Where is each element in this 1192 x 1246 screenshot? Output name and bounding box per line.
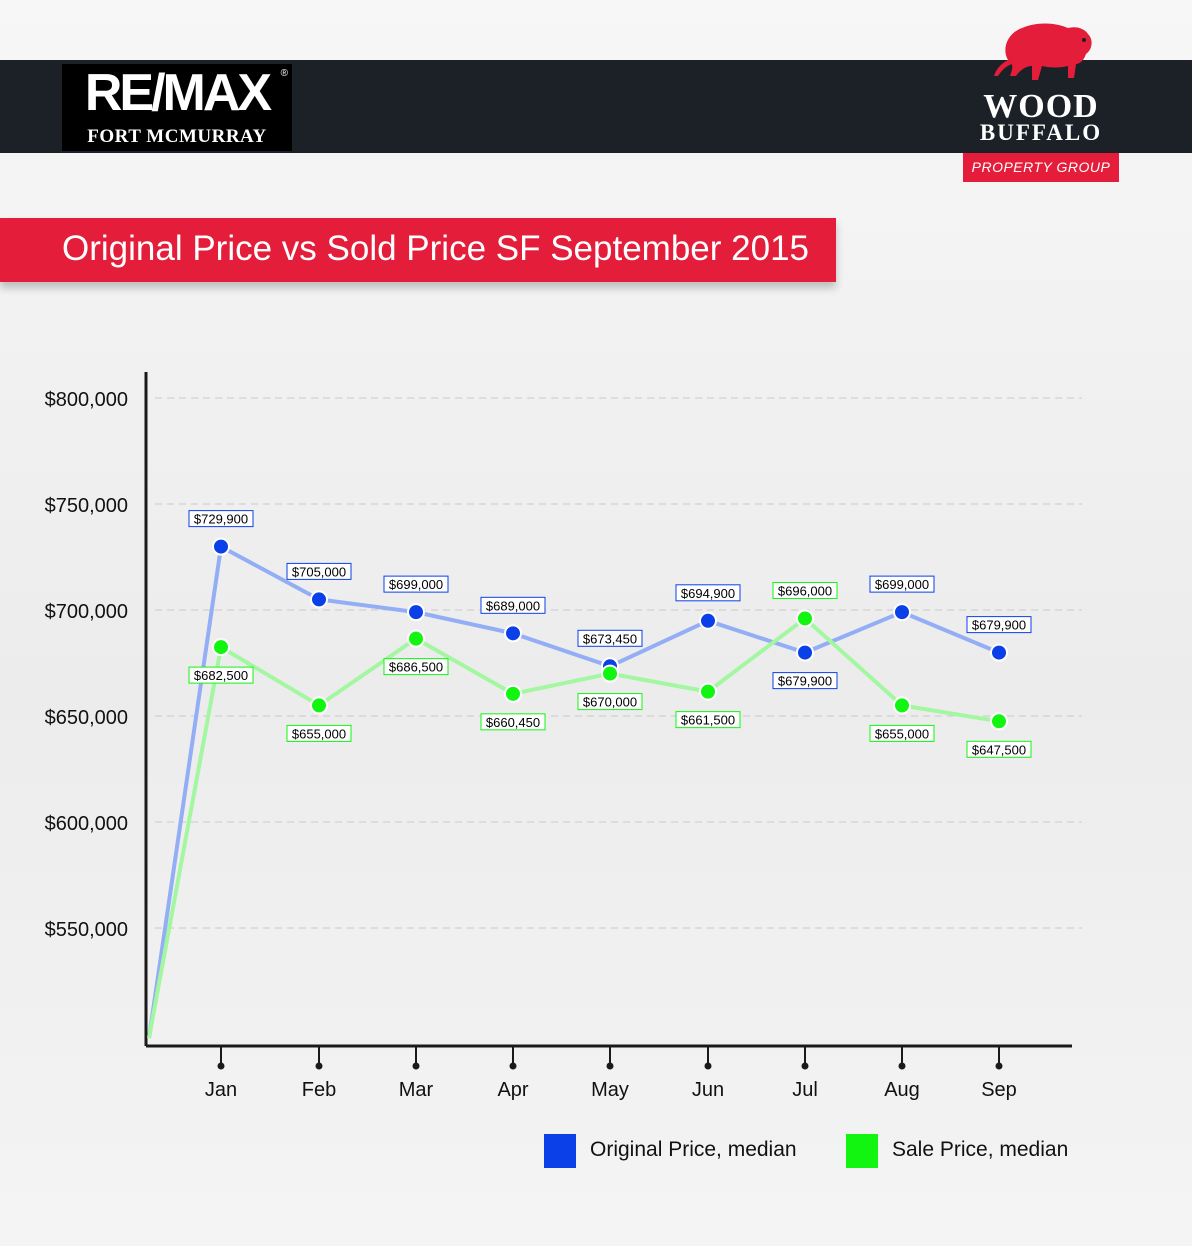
- x-tick-dot: [509, 1062, 517, 1070]
- title-banner: Original Price vs Sold Price SF Septembe…: [0, 218, 836, 282]
- bison-icon: [994, 23, 1092, 80]
- y-tick-label: $800,000: [45, 389, 128, 411]
- x-tick-label: Apr: [497, 1079, 528, 1101]
- data-label-original: $689,000: [486, 598, 540, 613]
- x-tick-dot: [412, 1062, 420, 1070]
- data-label-sale: $670,000: [583, 695, 637, 710]
- data-point-original: [893, 603, 911, 622]
- data-point-original: [699, 611, 717, 630]
- y-tick-label: $750,000: [45, 495, 128, 517]
- data-label-box-original: [869, 575, 935, 593]
- data-label-box-original: [966, 616, 1032, 634]
- legend-label-original: Original Price, median: [590, 1138, 797, 1161]
- data-point-sale: [990, 712, 1008, 731]
- x-tick-dot: [704, 1062, 712, 1070]
- x-tick-label: Aug: [884, 1079, 920, 1101]
- data-label-sale: $660,450: [486, 715, 540, 730]
- data-label-sale: $655,000: [875, 726, 929, 741]
- data-point-original: [796, 643, 814, 662]
- wood-buffalo-logo: WOOD BUFFALO PROPERTY GROUP: [962, 20, 1120, 184]
- data-label-box-sale: [286, 724, 352, 742]
- x-tick-label: Jan: [205, 1079, 237, 1101]
- data-point-original: [310, 590, 328, 609]
- data-label-box-sale: [675, 711, 741, 729]
- chart-title: Original Price vs Sold Price SF Septembe…: [62, 229, 809, 268]
- data-point-original: [504, 624, 522, 643]
- data-label-box-original: [577, 629, 643, 647]
- data-label-sale: $647,500: [972, 742, 1026, 757]
- remax-location: FORT MCMURRAY: [87, 126, 267, 147]
- y-tick-label: $650,000: [45, 707, 128, 729]
- x-tick-label: Sep: [981, 1079, 1017, 1101]
- x-tick-dot: [801, 1062, 809, 1070]
- data-label-box-original: [480, 596, 546, 614]
- x-tick-dot: [217, 1062, 225, 1070]
- data-label-sale: $655,000: [292, 726, 346, 741]
- data-label-original: $694,900: [681, 586, 735, 601]
- data-point-original: [990, 643, 1008, 662]
- data-label-original: $679,900: [972, 618, 1026, 633]
- data-label-box-original: [286, 562, 352, 580]
- x-tick-dot: [995, 1062, 1003, 1070]
- x-tick-label: Jun: [692, 1079, 724, 1101]
- remax-logo: RE/MAX ® FORT MCMURRAY: [62, 64, 292, 151]
- x-tick-label: Feb: [302, 1079, 336, 1101]
- data-point-sale: [796, 609, 814, 628]
- x-tick-dot: [315, 1062, 323, 1070]
- x-tick-label: Jul: [792, 1079, 818, 1101]
- data-label-original: $699,000: [389, 577, 443, 592]
- data-label-sale: $696,000: [778, 583, 832, 598]
- data-label-box-sale: [188, 666, 254, 684]
- legend-swatch-original: [544, 1134, 576, 1168]
- data-label-box-sale: [577, 693, 643, 711]
- data-label-sale: $686,500: [389, 660, 443, 675]
- y-tick-label: $550,000: [45, 919, 128, 941]
- data-label-box-original: [772, 672, 838, 690]
- data-label-box-sale: [383, 658, 449, 676]
- y-tick-label: $700,000: [45, 601, 128, 623]
- data-point-sale: [601, 664, 619, 683]
- data-label-box-original: [675, 584, 741, 602]
- data-label-sale: $661,500: [681, 713, 735, 728]
- data-point-sale: [893, 696, 911, 715]
- x-tick-dot: [898, 1062, 906, 1070]
- data-point-sale: [699, 682, 717, 701]
- data-label-original: $729,900: [194, 512, 248, 527]
- data-label-original: $699,000: [875, 577, 929, 592]
- data-label-box-sale: [772, 581, 838, 599]
- data-label-sale: $682,500: [194, 668, 248, 683]
- data-label-box-original: [188, 510, 254, 528]
- data-label-box-sale: [966, 740, 1032, 758]
- data-label-original: $673,450: [583, 631, 637, 646]
- data-point-sale: [212, 638, 230, 657]
- property-group-badge: PROPERTY GROUP: [963, 153, 1119, 182]
- wood-buffalo-name-line2: BUFFALO: [979, 120, 1103, 145]
- series-line-original: [147, 544, 1000, 1039]
- data-label-original: $705,000: [292, 564, 346, 579]
- data-point-sale: [504, 684, 522, 703]
- x-tick-dot: [606, 1062, 614, 1070]
- data-point-sale: [407, 629, 425, 648]
- remax-wordmark: RE/MAX: [84, 64, 272, 122]
- remax-registered-mark: ®: [280, 68, 288, 79]
- data-point-sale: [310, 696, 328, 715]
- data-point-original: [407, 603, 425, 622]
- legend-swatch-sale: [846, 1134, 878, 1168]
- x-tick-label: Mar: [399, 1079, 434, 1101]
- y-tick-label: $600,000: [45, 813, 128, 835]
- data-label-box-sale: [869, 724, 935, 742]
- x-tick-label: May: [591, 1079, 629, 1101]
- data-label-box-original: [383, 575, 449, 593]
- series-line-sale: [147, 616, 1000, 1039]
- wood-buffalo-name-line1: WOOD: [983, 88, 1099, 125]
- data-label-box-sale: [480, 713, 546, 731]
- data-label-original: $679,900: [778, 674, 832, 689]
- data-point-original: [212, 537, 230, 556]
- legend-label-sale: Sale Price, median: [892, 1138, 1069, 1161]
